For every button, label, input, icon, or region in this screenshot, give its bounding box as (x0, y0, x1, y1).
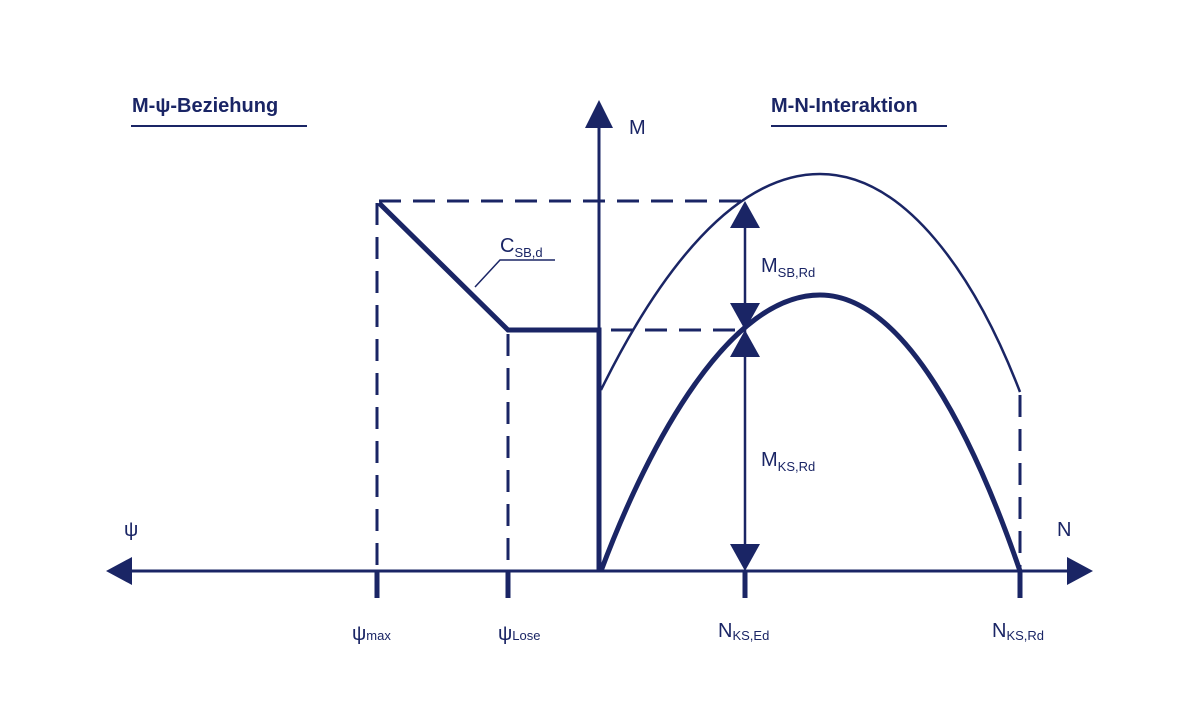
m-psi-curve (377, 201, 602, 571)
psi-lose-label: ψLose (498, 623, 540, 645)
n-ks-rd-label: NKS,Rd (992, 620, 1044, 643)
arrowhead-up-mid-icon (730, 330, 760, 357)
lower-interaction-curve (598, 292, 1023, 572)
n-axis-label: N (1057, 519, 1071, 541)
m-axis-arrow-icon (585, 100, 613, 128)
arrowhead-up-top-icon (730, 201, 760, 228)
arrowhead-down-bottom-icon (730, 544, 760, 571)
psi-axis-arrow-icon (106, 557, 132, 585)
c-sb-d-label: CSB,d (500, 235, 543, 260)
m-sb-rd-label: MSB,Rd (761, 255, 815, 280)
arrowhead-down-mid-icon (730, 303, 760, 330)
left-title: M-ψ-Beziehung (132, 95, 278, 117)
right-title: M-N-Interaktion (771, 95, 918, 117)
m-axis-label: M (629, 117, 646, 139)
n-ks-ed-label: NKS,Ed (718, 620, 769, 643)
psi-axis-label: ψ (124, 519, 138, 541)
c-sb-d-leader (474, 259, 555, 288)
m-ks-rd-label: MKS,Rd (761, 449, 815, 474)
upper-interaction-curve (599, 172, 1022, 393)
psi-max-label: ψmax (352, 623, 391, 645)
n-axis-arrow-icon (1067, 557, 1093, 585)
